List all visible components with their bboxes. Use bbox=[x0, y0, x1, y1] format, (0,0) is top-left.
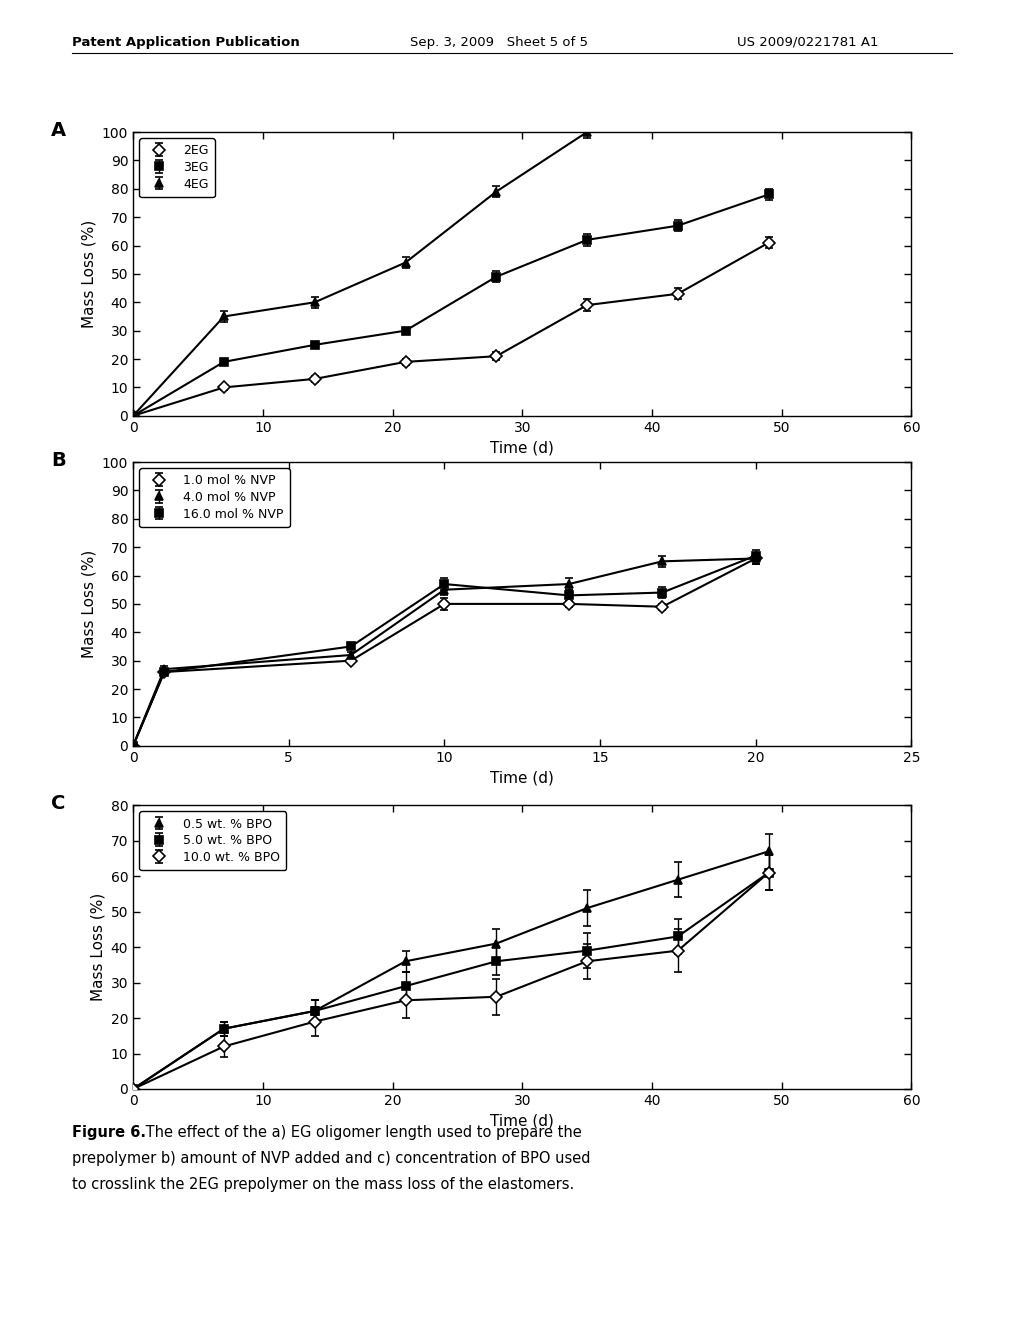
Text: C: C bbox=[51, 793, 66, 813]
Y-axis label: Mass Loss (%): Mass Loss (%) bbox=[90, 892, 105, 1002]
Text: B: B bbox=[51, 450, 67, 470]
Text: Figure 6.: Figure 6. bbox=[72, 1125, 145, 1139]
Y-axis label: Mass Loss (%): Mass Loss (%) bbox=[81, 549, 96, 659]
X-axis label: Time (d): Time (d) bbox=[490, 1113, 554, 1129]
Text: Patent Application Publication: Patent Application Publication bbox=[72, 36, 299, 49]
Text: to crosslink the 2EG prepolymer on the mass loss of the elastomers.: to crosslink the 2EG prepolymer on the m… bbox=[72, 1177, 573, 1192]
Text: A: A bbox=[51, 120, 67, 140]
Legend: 1.0 mol % NVP, 4.0 mol % NVP, 16.0 mol % NVP: 1.0 mol % NVP, 4.0 mol % NVP, 16.0 mol %… bbox=[139, 469, 290, 527]
X-axis label: Time (d): Time (d) bbox=[490, 770, 554, 785]
Text: prepolymer b) amount of NVP added and c) concentration of BPO used: prepolymer b) amount of NVP added and c)… bbox=[72, 1151, 590, 1166]
Legend: 2EG, 3EG, 4EG: 2EG, 3EG, 4EG bbox=[139, 139, 215, 197]
X-axis label: Time (d): Time (d) bbox=[490, 440, 554, 455]
Text: The effect of the a) EG oligomer length used to prepare the: The effect of the a) EG oligomer length … bbox=[141, 1125, 582, 1139]
Y-axis label: Mass Loss (%): Mass Loss (%) bbox=[81, 219, 96, 329]
Text: Sep. 3, 2009   Sheet 5 of 5: Sep. 3, 2009 Sheet 5 of 5 bbox=[410, 36, 588, 49]
Legend: 0.5 wt. % BPO, 5.0 wt. % BPO, 10.0 wt. % BPO: 0.5 wt. % BPO, 5.0 wt. % BPO, 10.0 wt. %… bbox=[139, 812, 287, 870]
Text: US 2009/0221781 A1: US 2009/0221781 A1 bbox=[737, 36, 879, 49]
